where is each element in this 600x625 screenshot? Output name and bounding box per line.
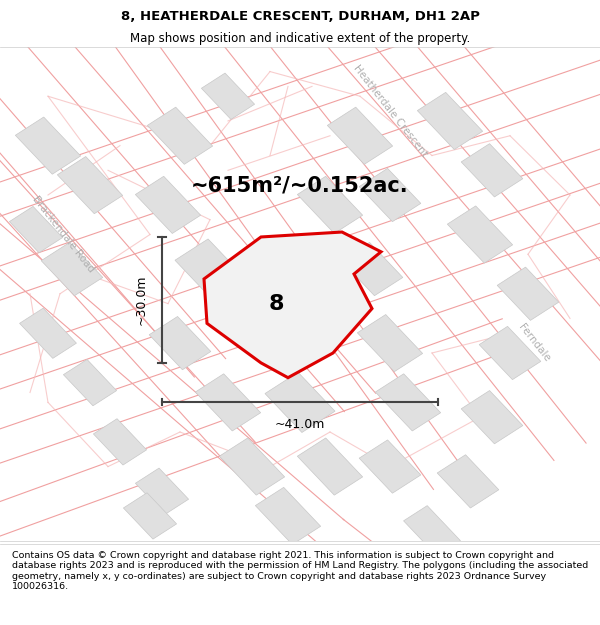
Polygon shape (14, 13, 376, 411)
Polygon shape (196, 374, 260, 431)
Polygon shape (404, 13, 600, 312)
Text: Ferndale: Ferndale (516, 322, 552, 364)
Text: Heatherdale Crescent: Heatherdale Crescent (351, 63, 429, 159)
Polygon shape (64, 359, 116, 406)
Polygon shape (328, 107, 392, 164)
Polygon shape (418, 92, 482, 149)
Text: Brackendale Road: Brackendale Road (30, 194, 96, 274)
Polygon shape (16, 117, 80, 174)
Polygon shape (0, 184, 344, 542)
Polygon shape (136, 176, 200, 234)
Polygon shape (41, 242, 103, 296)
Polygon shape (0, 111, 256, 461)
Polygon shape (247, 258, 329, 329)
Text: Contains OS data © Crown copyright and database right 2021. This information is : Contains OS data © Crown copyright and d… (12, 551, 588, 591)
Polygon shape (136, 468, 188, 514)
Polygon shape (0, 205, 600, 481)
Polygon shape (148, 107, 212, 164)
Polygon shape (0, 0, 600, 234)
Polygon shape (124, 492, 176, 539)
Polygon shape (298, 438, 362, 495)
Polygon shape (0, 42, 600, 318)
Polygon shape (359, 440, 421, 493)
Polygon shape (149, 316, 211, 370)
Polygon shape (317, 519, 600, 625)
Polygon shape (359, 168, 421, 222)
Polygon shape (202, 73, 254, 119)
Polygon shape (314, 13, 600, 411)
Polygon shape (461, 391, 523, 444)
Polygon shape (0, 48, 226, 377)
Text: 8, HEATHERDALE CRESCENT, DURHAM, DH1 2AP: 8, HEATHERDALE CRESCENT, DURHAM, DH1 2AP (121, 10, 479, 23)
Text: ~615m²/~0.152ac.: ~615m²/~0.152ac. (191, 175, 409, 195)
Polygon shape (0, 319, 518, 555)
Polygon shape (204, 232, 381, 378)
Text: 8: 8 (268, 294, 284, 314)
Polygon shape (20, 308, 76, 358)
Polygon shape (212, 14, 586, 461)
Polygon shape (265, 372, 335, 432)
Polygon shape (437, 455, 499, 508)
Polygon shape (175, 239, 245, 299)
Polygon shape (404, 506, 460, 556)
Polygon shape (0, 131, 600, 407)
Polygon shape (461, 144, 523, 197)
Polygon shape (341, 242, 403, 296)
Polygon shape (256, 488, 320, 544)
Polygon shape (220, 438, 284, 495)
Polygon shape (94, 419, 146, 465)
Text: ~41.0m: ~41.0m (275, 418, 325, 431)
Polygon shape (376, 374, 440, 431)
Polygon shape (10, 206, 62, 252)
Polygon shape (103, 14, 467, 489)
Polygon shape (497, 267, 559, 321)
Polygon shape (298, 176, 362, 234)
Text: Map shows position and indicative extent of the property.: Map shows position and indicative extent… (130, 32, 470, 45)
Text: ~30.0m: ~30.0m (134, 274, 148, 325)
Polygon shape (479, 326, 541, 379)
Polygon shape (358, 314, 422, 372)
Polygon shape (58, 156, 122, 214)
Polygon shape (448, 206, 512, 263)
